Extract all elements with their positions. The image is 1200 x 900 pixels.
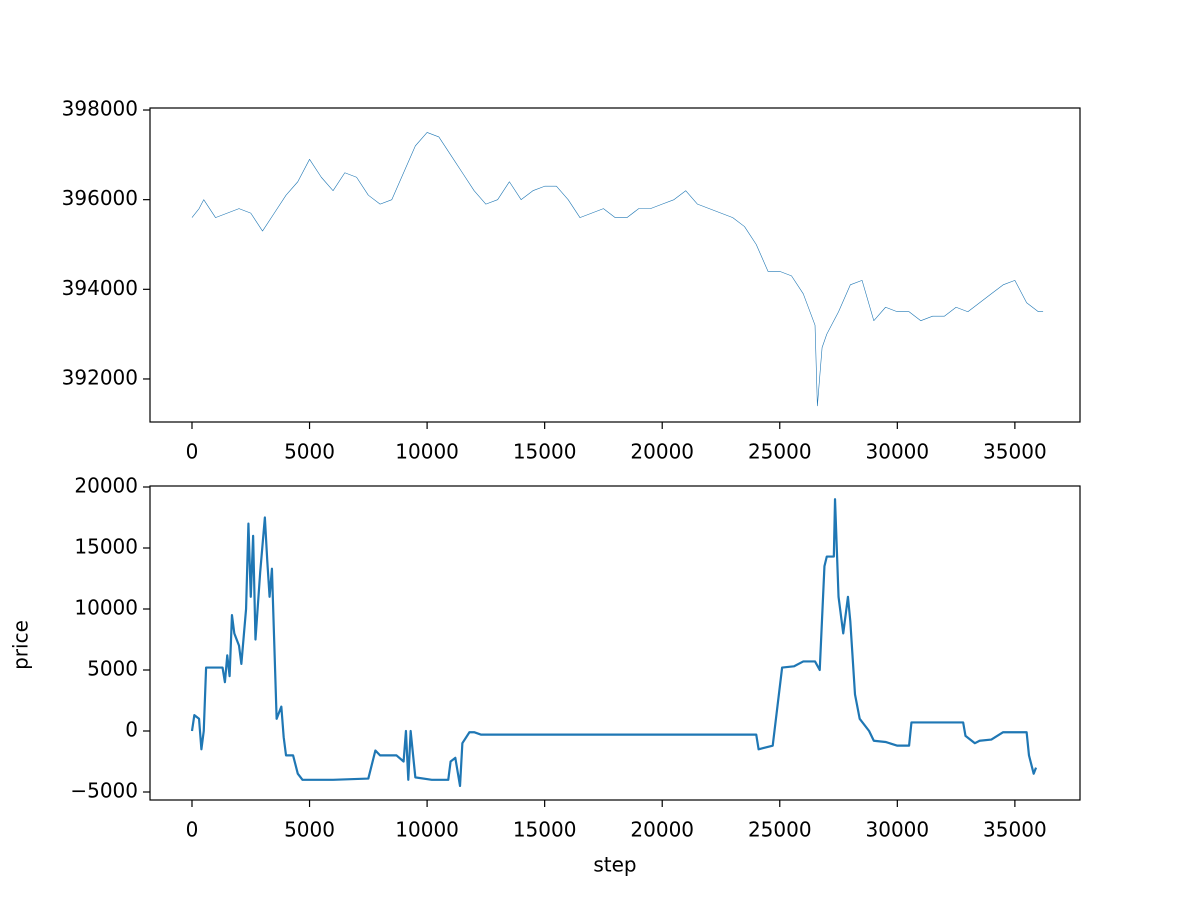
y-tick-label: 396000 bbox=[62, 186, 138, 210]
axes-frame bbox=[149, 485, 1081, 801]
x-tick-label: 35000 bbox=[983, 440, 1047, 464]
x-tick-label: 30000 bbox=[866, 818, 930, 842]
x-tick-label: 10000 bbox=[395, 440, 459, 464]
y-tick-label: 398000 bbox=[62, 97, 138, 121]
y-tick-label: 0 bbox=[125, 717, 138, 741]
x-tick-label: 0 bbox=[186, 818, 199, 842]
x-tick-label: 25000 bbox=[748, 818, 812, 842]
y-tick-label: 15000 bbox=[74, 534, 138, 558]
x-tick-label: 20000 bbox=[630, 818, 694, 842]
data-line bbox=[190, 498, 1038, 787]
y-tick-label: 20000 bbox=[74, 474, 138, 498]
y-tick-label: 5000 bbox=[87, 656, 138, 680]
x-axis-label: step bbox=[593, 853, 636, 877]
x-tick-label: 5000 bbox=[284, 440, 335, 464]
y-axis-label: price bbox=[9, 620, 33, 670]
y-tick-label: 10000 bbox=[74, 595, 138, 619]
x-tick-label: 15000 bbox=[513, 818, 577, 842]
data-line bbox=[191, 132, 1044, 407]
y-tick-label: 394000 bbox=[62, 276, 138, 300]
y-tick-label: 392000 bbox=[62, 365, 138, 389]
x-tick-label: 0 bbox=[186, 440, 199, 464]
x-tick-label: 5000 bbox=[284, 818, 335, 842]
axes-frame bbox=[149, 107, 1081, 423]
x-tick-label: 35000 bbox=[983, 818, 1047, 842]
y-tick-label: −5000 bbox=[70, 778, 138, 802]
x-tick-label: 10000 bbox=[395, 818, 459, 842]
x-tick-label: 15000 bbox=[513, 440, 577, 464]
x-tick-label: 25000 bbox=[748, 440, 812, 464]
x-tick-label: 30000 bbox=[866, 440, 930, 464]
x-tick-label: 20000 bbox=[630, 440, 694, 464]
